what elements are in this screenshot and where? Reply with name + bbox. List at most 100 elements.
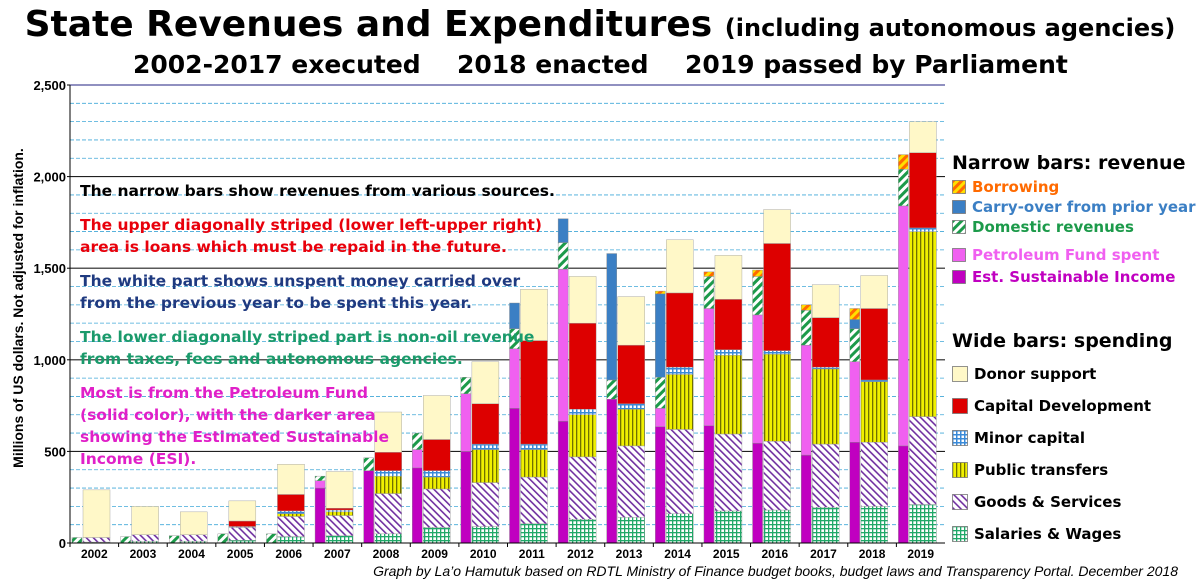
spending-bar-goods — [228, 527, 257, 541]
spending-bar-donor — [82, 489, 111, 538]
note-line: area is loans which must be repaid in th… — [80, 238, 507, 256]
legend-item-goods: Goods & Services — [952, 493, 1121, 511]
y-tick-label: 500 — [44, 444, 66, 459]
revenue-bar-domestic — [266, 533, 277, 544]
spending-bar-transfers — [423, 476, 451, 490]
revenue-bar-carryover — [557, 218, 569, 243]
spending-bar-minor — [277, 510, 305, 514]
revenue-bar-borrowing — [655, 290, 666, 295]
revenue-bar-domestic — [120, 536, 131, 544]
revenue-bar-domestic — [703, 276, 715, 309]
spending-bar-capdev — [520, 340, 548, 445]
x-tick-label: 2017 — [810, 547, 837, 561]
revenue-bar-pf — [509, 348, 520, 409]
spending-bar-donor — [714, 255, 743, 300]
spending-bar-donor — [763, 209, 791, 244]
legend-swatch-pf — [952, 248, 966, 262]
revenue-bar-domestic — [849, 328, 860, 362]
spending-bar-goods — [860, 442, 888, 507]
spending-bar-capdev — [277, 494, 305, 512]
legend-item-minor: Minor capital — [952, 429, 1085, 447]
spending-bar-transfers — [860, 381, 888, 443]
revenue-bar-pf — [655, 408, 666, 427]
x-tick-label: 2006 — [275, 547, 302, 561]
x-tick-label: 2014 — [664, 547, 691, 561]
revenue-bar-borrowing — [752, 269, 763, 277]
spending-bar-transfers — [374, 475, 402, 494]
revenue-bar-esi — [752, 442, 763, 544]
spending-bar-minor — [763, 350, 791, 355]
legend-swatch-domestic — [952, 220, 966, 234]
spending-bar-salaries — [374, 533, 402, 544]
revenue-bar-borrowing — [800, 304, 812, 311]
revenue-bar-pf — [412, 449, 423, 469]
y-axis-title: Millions of US dollars. Not adjusted for… — [10, 148, 26, 468]
spending-bar-donor — [568, 276, 597, 324]
note-line: (solid color), with the darker area — [80, 406, 376, 424]
spending-bar-salaries — [568, 518, 597, 544]
spending-bar-goods — [811, 443, 840, 508]
spending-bar-capdev — [714, 299, 743, 350]
spending-bar-goods — [82, 537, 111, 543]
spending-bar-minor — [666, 366, 694, 375]
spending-bar-donor — [860, 275, 888, 309]
revenue-bar-esi — [703, 425, 715, 544]
spending-bar-capdev — [666, 292, 694, 368]
spending-bar-donor — [617, 296, 645, 346]
note-line: Most is from the Petroleum Fund — [80, 384, 368, 402]
revenue-bar-esi — [314, 487, 326, 544]
legend-item-borrowing: Borrowing — [952, 178, 1059, 196]
legend-item-carryover: Carry-over from prior year — [952, 198, 1196, 216]
spending-bar-salaries — [909, 504, 937, 544]
spending-bar-salaries — [666, 513, 694, 544]
legend-label: Public transfers — [974, 461, 1109, 479]
revenue-bar-domestic — [363, 457, 374, 471]
y-tick-label: 2,500 — [33, 78, 66, 93]
spending-bar-salaries — [714, 510, 743, 544]
legend-item-capdev: Capital Development — [952, 397, 1151, 415]
bars — [71, 121, 937, 544]
revenue-bar-borrowing — [849, 308, 860, 320]
spending-bar-donor — [374, 411, 402, 453]
legend-swatch-borrowing — [952, 180, 966, 194]
revenue-bar-esi — [655, 426, 666, 544]
legend-label: Capital Development — [974, 397, 1152, 415]
legend-item-pf: Petroleum Fund spent — [952, 246, 1159, 264]
revenue-bar-esi — [509, 408, 520, 544]
x-tick-label: 2016 — [762, 547, 789, 561]
y-tick-label: 0 — [59, 536, 66, 551]
x-tick-label: 2012 — [567, 547, 594, 561]
spending-bar-goods — [277, 516, 305, 537]
spending-bar-goods — [714, 433, 743, 512]
x-tick-label: 2003 — [130, 547, 157, 561]
revenue-bar-pf — [557, 268, 569, 422]
revenue-bar-esi — [363, 470, 374, 544]
spending-bar-transfers — [763, 354, 791, 442]
spending-bar-salaries — [763, 509, 791, 544]
revenue-bar-domestic — [606, 379, 617, 400]
spending-bar-goods — [909, 416, 937, 505]
spending-bar-transfers — [617, 409, 645, 447]
note-line: The lower diagonally striped part is non… — [80, 328, 535, 346]
gridlines — [70, 84, 945, 526]
spending-bar-donor — [811, 284, 840, 318]
spending-bar-capdev — [860, 308, 888, 381]
spending-bar-goods — [131, 534, 159, 542]
revenue-bar-domestic — [71, 537, 83, 544]
spending-bar-transfers — [277, 513, 305, 517]
revenue-bar-esi — [898, 445, 909, 544]
spending-bar-transfers — [909, 231, 937, 417]
spending-bar-goods — [617, 445, 645, 518]
legend-item-donor: Donor support — [952, 365, 1096, 383]
axes: 0 500 1,000 1,500 2,000 2,500 2002 2003 2004 2005… — [33, 78, 945, 561]
note-line: showing the Estimated Sustainable — [80, 428, 390, 446]
spending-bar-capdev — [374, 452, 402, 471]
spending-bar-capdev — [811, 317, 840, 368]
spending-bar-transfers — [325, 511, 354, 516]
note-line: from taxes, fees and autonomous agencies… — [80, 350, 463, 368]
x-tick-label: 2005 — [227, 547, 254, 561]
revenue-bar-domestic — [655, 377, 666, 409]
spending-bar-capdev — [471, 403, 500, 445]
note-line: The white part shows unspent money carri… — [80, 272, 521, 290]
spending-bar-minor — [471, 443, 500, 450]
